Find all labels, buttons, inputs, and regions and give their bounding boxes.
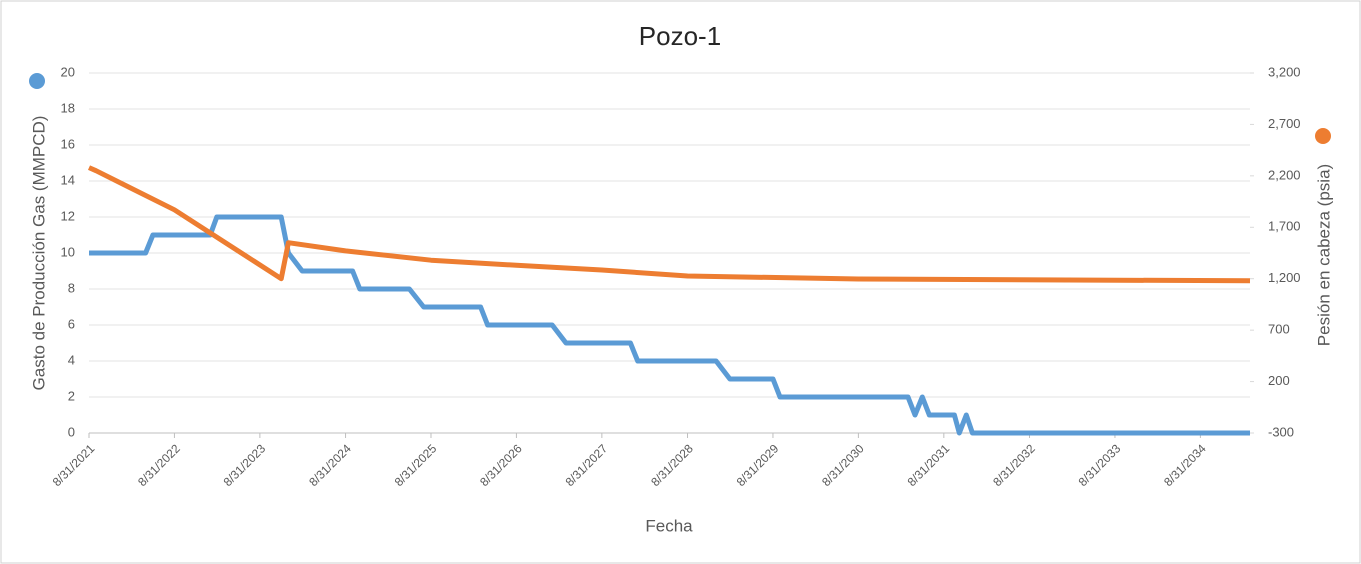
y2-tick-label: 3,200 bbox=[1268, 64, 1301, 79]
chart-title: Pozo-1 bbox=[639, 21, 721, 51]
y-axis-title: Gasto de Producción Gas (MMPCD) bbox=[29, 116, 48, 391]
y-tick-label: 16 bbox=[61, 136, 75, 151]
y-tick-label: 10 bbox=[61, 244, 75, 259]
y-tick-label: 20 bbox=[61, 64, 75, 79]
y-tick-label: 4 bbox=[68, 352, 75, 367]
y-tick-label: 14 bbox=[61, 172, 75, 187]
y2-tick-label: 2,200 bbox=[1268, 167, 1301, 182]
y-tick-label: 6 bbox=[68, 316, 75, 331]
x-axis-title: Fecha bbox=[645, 516, 693, 535]
axis-marker bbox=[1315, 128, 1331, 144]
y2-tick-label: 200 bbox=[1268, 373, 1290, 388]
y2-tick-label: 2,700 bbox=[1268, 116, 1301, 131]
y-tick-label: 0 bbox=[68, 424, 75, 439]
y2-tick-label: 700 bbox=[1268, 322, 1290, 337]
axis-marker bbox=[29, 73, 45, 89]
y-tick-label: 18 bbox=[61, 100, 75, 115]
y2-tick-label: 1,200 bbox=[1268, 270, 1301, 285]
y2-axis-title: Pesión en cabeza (psia) bbox=[1314, 164, 1333, 346]
y-tick-label: 12 bbox=[61, 208, 75, 223]
y-tick-label: 2 bbox=[68, 388, 75, 403]
y-tick-label: 8 bbox=[68, 280, 75, 295]
series-line bbox=[89, 214, 1250, 436]
series-line bbox=[87, 165, 1251, 284]
y2-tick-label: 1,700 bbox=[1268, 219, 1301, 234]
y2-tick-label: -300 bbox=[1268, 424, 1294, 439]
